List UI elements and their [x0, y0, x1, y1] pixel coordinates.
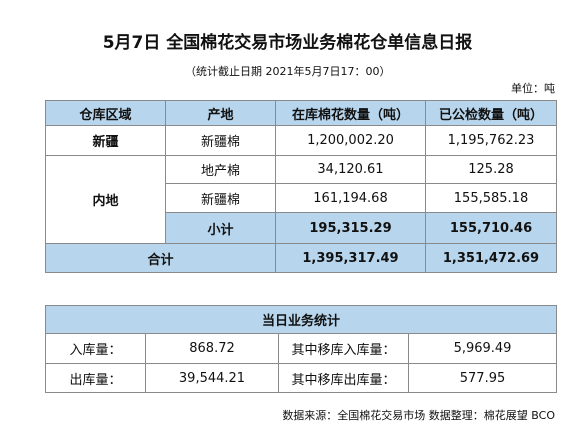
cell: 出库量： — [45, 363, 146, 393]
row: 新疆 新疆棉 1,200,002.20 1,195,762.23 — [45, 125, 557, 156]
cell: 161,194.68 — [275, 183, 426, 213]
cell: 1,351,472.69 — [425, 243, 557, 273]
cell: 1,195,762.23 — [425, 125, 557, 156]
cell: 1,395,317.49 — [275, 243, 426, 273]
unit: 单位：吨 — [511, 82, 555, 95]
cell: 小计 — [165, 212, 276, 244]
cell: 34,120.61 — [275, 155, 426, 184]
warehouse-table: 仓库区域 产地 在库棉花数量（吨） 已公检数量（吨） 新疆 新疆棉 1,200,… — [45, 100, 557, 273]
cell: 入库量： — [45, 333, 146, 364]
header-cell: 已公检数量（吨） — [425, 100, 557, 126]
cell: 其中移库入库量： — [278, 333, 409, 364]
cell: 577.95 — [407, 363, 558, 393]
cell: 其中移库出库量： — [278, 363, 409, 393]
daily-stats-table: 当日业务统计 入库量： 868.72 其中移库入库量： 5,969.49 出库量… — [44, 305, 558, 393]
subtitle: （统计截止日期 2021年5月7日17：00） — [185, 65, 391, 78]
row: 入库量： 868.72 其中移库入库量： 5,969.49 — [45, 333, 558, 364]
footer: 数据来源：全国棉花交易市场 数据整理：棉花展望 BCO — [282, 409, 555, 422]
header-row: 当日业务统计 — [44, 305, 558, 334]
cell: 39,544.21 — [145, 363, 279, 393]
row: 出库量： 39,544.21 其中移库出库量： 577.95 — [45, 363, 558, 393]
cell: 868.72 — [145, 333, 279, 364]
header-cell: 仓库区域 — [45, 100, 166, 126]
header-cell: 当日业务统计 — [44, 305, 558, 334]
cell: 地产棉 — [165, 155, 276, 184]
cell: 155,710.46 — [425, 212, 557, 244]
title: 5月7日 全国棉花交易市场业务棉花仓单信息日报 — [102, 33, 473, 53]
header-row: 仓库区域 产地 在库棉花数量（吨） 已公检数量（吨） — [45, 100, 557, 126]
cell: 5,969.49 — [407, 333, 558, 364]
cell: 155,585.18 — [425, 183, 557, 213]
total-row: 合计 1,395,317.49 1,351,472.69 — [45, 243, 557, 273]
region: 内地 — [45, 155, 166, 244]
subtotal-row: 小计 195,315.29 155,710.46 — [46, 212, 557, 244]
cell: 125.28 — [425, 155, 557, 184]
row: 新疆棉 161,194.68 155,585.18 — [46, 183, 557, 213]
cell: 195,315.29 — [275, 212, 426, 244]
cell: 合计 — [45, 243, 276, 273]
row: 内地 地产棉 34,120.61 125.28 — [45, 155, 557, 244]
cell: 1,200,002.20 — [275, 125, 426, 156]
header-cell: 产地 — [165, 100, 276, 126]
header-cell: 在库棉花数量（吨） — [275, 100, 426, 126]
cell: 新疆棉 — [165, 125, 276, 156]
region: 新疆 — [45, 125, 166, 156]
cell: 新疆棉 — [165, 183, 276, 213]
